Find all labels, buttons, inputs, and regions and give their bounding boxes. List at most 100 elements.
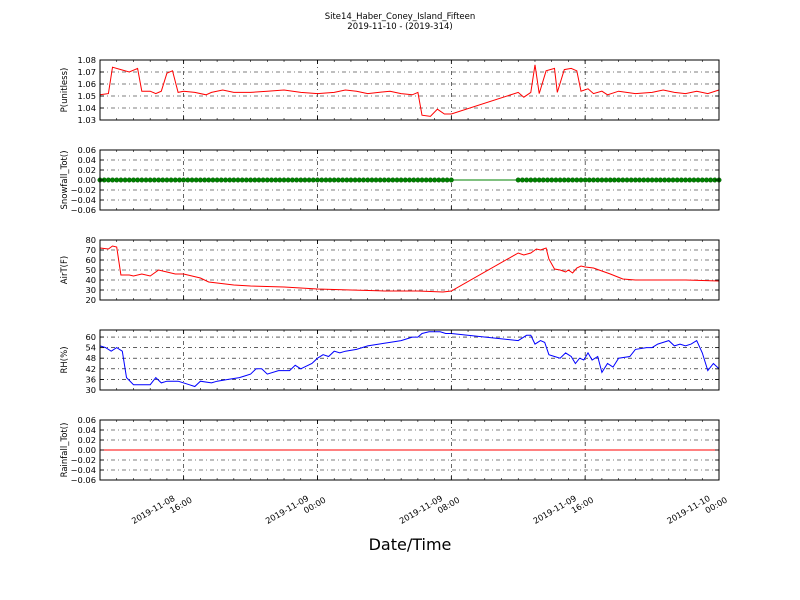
- data-marker: [708, 177, 714, 183]
- y-axis-label: RH(%): [60, 346, 70, 373]
- y-tick-label: 0.00: [78, 445, 96, 455]
- data-marker: [637, 177, 643, 183]
- data-marker: [114, 177, 120, 183]
- data-marker: [302, 177, 308, 183]
- data-marker: [699, 177, 705, 183]
- data-marker: [657, 177, 663, 183]
- data-marker: [377, 177, 383, 183]
- y-tick-label: −0.06: [71, 205, 96, 215]
- x-tick-label: 2019-11-0916:00: [531, 486, 595, 534]
- data-marker: [193, 177, 199, 183]
- data-marker: [586, 177, 592, 183]
- data-marker: [519, 177, 525, 183]
- data-marker: [386, 177, 392, 183]
- y-tick-label: 1.03: [78, 115, 96, 125]
- data-marker: [611, 177, 617, 183]
- x-axis: 2019-11-0816:00 2019-11-0900:00 2019-11-09…: [130, 486, 729, 534]
- data-marker: [256, 177, 262, 183]
- figure-title: Site14_Haber_Coney_Island_Fifteen: [325, 12, 476, 22]
- data-marker: [603, 177, 609, 183]
- data-marker: [365, 177, 371, 183]
- y-tick-label: 70: [85, 245, 96, 255]
- panel-1: 1.03 1.04 1.05 1.06 1.07 1.08 P(unitless): [60, 55, 720, 125]
- data-marker: [109, 177, 115, 183]
- data-marker: [448, 177, 454, 183]
- data-marker: [553, 177, 559, 183]
- data-marker: [616, 177, 622, 183]
- data-marker: [122, 177, 128, 183]
- data-marker: [206, 177, 212, 183]
- panels: 1.03 1.04 1.05 1.06 1.07 1.08 P(unitless) −0.06…: [60, 55, 722, 485]
- data-marker: [390, 177, 396, 183]
- data-marker: [620, 177, 626, 183]
- y-tick-label: 0.02: [78, 435, 96, 445]
- data-marker: [331, 177, 337, 183]
- data-marker: [662, 177, 668, 183]
- series-line: [99, 245, 720, 293]
- data-marker: [565, 177, 571, 183]
- data-marker: [185, 177, 191, 183]
- x-tick-label: 2019-11-0908:00: [397, 486, 461, 534]
- data-marker: [591, 177, 597, 183]
- data-marker: [444, 177, 450, 183]
- y-tick-label: 40: [85, 275, 96, 285]
- plot-frame: [99, 329, 720, 391]
- data-marker: [641, 177, 647, 183]
- data-marker: [373, 177, 379, 183]
- x-tick-label: 2019-11-1000:00: [665, 486, 729, 534]
- data-marker: [628, 177, 634, 183]
- y-tick-label: 1.05: [78, 91, 96, 101]
- data-marker: [315, 177, 321, 183]
- data-marker: [578, 177, 584, 183]
- data-marker: [381, 177, 387, 183]
- y-axis-label: Rainfall_Tot(): [60, 423, 70, 478]
- y-tick-label: 50: [85, 265, 96, 275]
- data-marker: [239, 177, 245, 183]
- data-marker: [231, 177, 237, 183]
- data-marker: [515, 177, 521, 183]
- data-marker: [691, 177, 697, 183]
- data-marker: [402, 177, 408, 183]
- y-tick-label: 0.04: [78, 425, 96, 435]
- data-marker: [260, 177, 266, 183]
- y-tick-label: 1.07: [78, 67, 96, 77]
- y-tick-label: −0.04: [71, 195, 96, 205]
- data-marker: [181, 177, 187, 183]
- data-marker: [335, 177, 341, 183]
- data-marker: [269, 177, 275, 183]
- data-marker: [248, 177, 254, 183]
- data-marker: [411, 177, 417, 183]
- data-marker: [118, 177, 124, 183]
- data-marker: [151, 177, 157, 183]
- data-marker: [574, 177, 580, 183]
- data-marker: [264, 177, 270, 183]
- x-tick-label: 2019-11-0816:00: [130, 486, 194, 534]
- plot-frame: [99, 59, 720, 121]
- y-tick-label: 80: [85, 235, 96, 245]
- y-tick-label: 48: [85, 353, 96, 363]
- data-marker: [624, 177, 630, 183]
- data-marker: [197, 177, 203, 183]
- y-tick-label: 1.04: [78, 103, 96, 113]
- y-tick-label: 0.06: [78, 145, 96, 155]
- data-marker: [687, 177, 693, 183]
- data-marker: [670, 177, 676, 183]
- data-marker: [143, 177, 149, 183]
- y-tick-label: −0.06: [71, 475, 96, 485]
- y-tick-label: 0.00: [78, 175, 96, 185]
- data-marker: [407, 177, 413, 183]
- y-tick-label: 20: [85, 295, 96, 305]
- data-marker: [319, 177, 325, 183]
- data-marker: [281, 177, 287, 183]
- data-marker: [160, 177, 166, 183]
- data-marker: [419, 177, 425, 183]
- data-marker: [683, 177, 689, 183]
- panel-2: −0.06−0.04−0.020.000.020.040.06 Snowfall_…: [60, 145, 722, 215]
- data-marker: [361, 177, 367, 183]
- data-marker: [398, 177, 404, 183]
- data-marker: [666, 177, 672, 183]
- y-tick-label: 1.06: [78, 79, 96, 89]
- y-axis-label: P(unitless): [60, 68, 70, 113]
